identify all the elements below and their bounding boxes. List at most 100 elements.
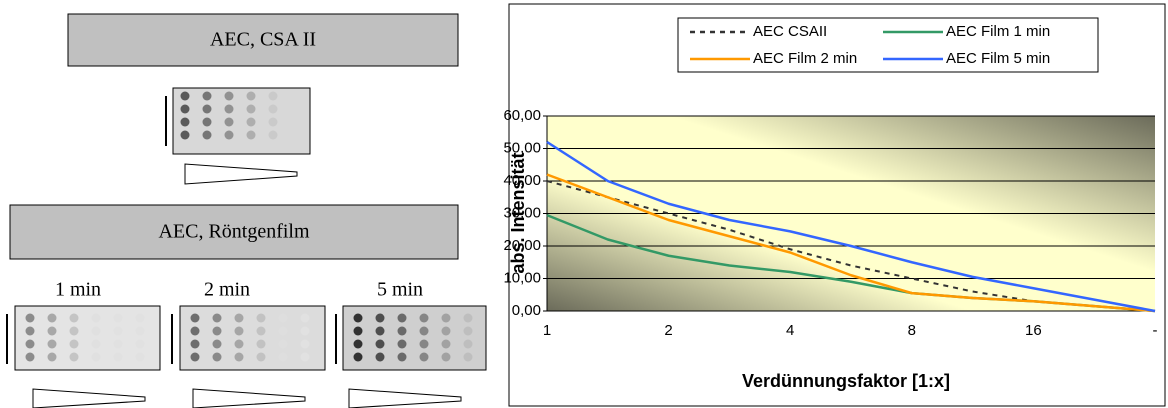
blot-dot bbox=[464, 314, 473, 323]
blot-dot bbox=[213, 340, 222, 349]
blot-dot bbox=[247, 105, 256, 114]
time-label: 1 min bbox=[55, 279, 101, 301]
blot-dot bbox=[301, 340, 310, 349]
blot-dot bbox=[136, 327, 145, 336]
blot-dot bbox=[181, 105, 190, 114]
blot-dot bbox=[225, 118, 234, 127]
blot-dot bbox=[48, 314, 57, 323]
legend-label: AEC CSAII bbox=[753, 23, 827, 40]
panel-title: AEC, CSA II bbox=[210, 29, 316, 51]
time-label: 2 min bbox=[204, 279, 250, 301]
blot-dot bbox=[48, 327, 57, 336]
blot-dot bbox=[269, 131, 278, 140]
x-tick-label: - bbox=[1153, 322, 1158, 339]
blot-dot bbox=[376, 353, 385, 362]
blot-dot bbox=[420, 327, 429, 336]
blot-dot bbox=[257, 340, 266, 349]
y-tick-label: 10,00 bbox=[503, 269, 541, 286]
blot-dot bbox=[354, 340, 363, 349]
legend-label: AEC Film 5 min bbox=[946, 50, 1050, 67]
blot-dot bbox=[257, 353, 266, 362]
blot-dot bbox=[442, 340, 451, 349]
blot-dot bbox=[92, 327, 101, 336]
blot-panel: AEC, CSA II AEC, Röntgenfilm 1 min 2 min… bbox=[7, 14, 486, 408]
blot-dot bbox=[114, 314, 123, 323]
blot-dot bbox=[257, 314, 266, 323]
blot-dot bbox=[26, 327, 35, 336]
y-tick-label: 0,00 bbox=[512, 302, 541, 319]
blot-dot bbox=[213, 327, 222, 336]
blot-dot bbox=[269, 92, 278, 101]
blot-dot bbox=[279, 327, 288, 336]
x-axis-title: Verdünnungsfaktor [1:x] bbox=[742, 371, 950, 391]
x-tick-label: 2 bbox=[664, 322, 672, 339]
blot-dot bbox=[26, 314, 35, 323]
blot-dot bbox=[203, 131, 212, 140]
wedge bbox=[33, 389, 145, 408]
blot-dot bbox=[279, 353, 288, 362]
legend-label: AEC Film 2 min bbox=[753, 50, 857, 67]
blot-dot bbox=[464, 353, 473, 362]
blot-dot bbox=[354, 314, 363, 323]
blot-dot bbox=[92, 353, 101, 362]
wedge bbox=[193, 389, 305, 408]
x-tick-label: 8 bbox=[908, 322, 916, 339]
blot-dot bbox=[48, 353, 57, 362]
blot-dot bbox=[398, 327, 407, 336]
blot-dot bbox=[442, 353, 451, 362]
blot-dot bbox=[181, 118, 190, 127]
blot-dot bbox=[279, 314, 288, 323]
blot-dot bbox=[213, 314, 222, 323]
x-tick-label: 1 bbox=[543, 322, 551, 339]
blot bbox=[173, 88, 310, 154]
y-tick-label: 60,00 bbox=[503, 107, 541, 124]
blot-dot bbox=[191, 353, 200, 362]
blot-dot bbox=[301, 327, 310, 336]
blot-dot bbox=[464, 340, 473, 349]
blot-dot bbox=[301, 353, 310, 362]
legend-label: AEC Film 1 min bbox=[946, 23, 1050, 40]
blot-dot bbox=[464, 327, 473, 336]
blot-dot bbox=[191, 327, 200, 336]
blot-dot bbox=[136, 353, 145, 362]
blot-dot bbox=[213, 353, 222, 362]
time-label: 5 min bbox=[377, 279, 423, 301]
blot-dot bbox=[191, 314, 200, 323]
blot-dot bbox=[70, 340, 79, 349]
blot-dot bbox=[114, 340, 123, 349]
blot-dot bbox=[203, 118, 212, 127]
blot-dot bbox=[376, 327, 385, 336]
blot-dot bbox=[70, 353, 79, 362]
blot-dot bbox=[92, 314, 101, 323]
blot-dot bbox=[235, 327, 244, 336]
blot-dot bbox=[92, 340, 101, 349]
blot-dot bbox=[235, 314, 244, 323]
blot-dot bbox=[420, 314, 429, 323]
blot-dot bbox=[114, 327, 123, 336]
x-tick-label: 16 bbox=[1025, 322, 1042, 339]
blot-dot bbox=[235, 353, 244, 362]
blot-dot bbox=[70, 314, 79, 323]
blot-dot bbox=[269, 105, 278, 114]
blot-dot bbox=[181, 92, 190, 101]
blot-dot bbox=[376, 314, 385, 323]
blot-dot bbox=[225, 105, 234, 114]
y-tick-label: 30,00 bbox=[503, 204, 541, 221]
blot-dot bbox=[420, 340, 429, 349]
blot-dot bbox=[247, 118, 256, 127]
blot-dot bbox=[442, 314, 451, 323]
blot-dot bbox=[257, 327, 266, 336]
blot-dot bbox=[235, 340, 244, 349]
blot-dot bbox=[26, 340, 35, 349]
blot-dot bbox=[354, 327, 363, 336]
blot-dot bbox=[442, 327, 451, 336]
wedge bbox=[349, 389, 461, 408]
y-tick-label: 50,00 bbox=[503, 139, 541, 156]
blot-dot bbox=[398, 314, 407, 323]
blot-dot bbox=[376, 340, 385, 349]
blot-dot bbox=[279, 340, 288, 349]
blot-dot bbox=[247, 92, 256, 101]
blot-dot bbox=[398, 353, 407, 362]
figure: AEC, CSA II AEC, Röntgenfilm 1 min 2 min… bbox=[0, 0, 1168, 408]
blot-dot bbox=[114, 353, 123, 362]
